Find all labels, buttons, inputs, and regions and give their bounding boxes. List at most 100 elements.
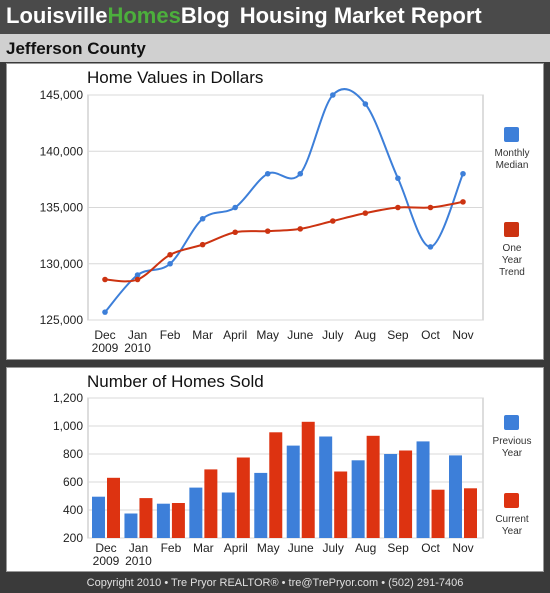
data-point: [362, 210, 369, 216]
bar: [351, 460, 365, 538]
x-tick-label: Dec 2009: [92, 328, 119, 355]
data-point: [427, 204, 434, 211]
x-tick-label: Mar: [193, 541, 214, 555]
y-tick-label: 400: [63, 503, 83, 517]
homes-sold-chart: Number of Homes Sold 200 400 600 800 1,000 1,2…: [53, 372, 532, 568]
bar: [254, 472, 268, 538]
bar: [124, 513, 138, 538]
x-tick-label: June: [287, 328, 313, 342]
chart-title: Number of Homes Sold: [87, 372, 264, 391]
y-tick-label: 145,000: [40, 88, 84, 102]
data-point: [427, 244, 434, 250]
bar: [204, 469, 218, 538]
homes-sold-chart-panel: Number of Homes Sold 200 400 600 800 1,000 1,2…: [6, 367, 544, 572]
data-point: [232, 229, 238, 236]
data-point: [362, 101, 369, 107]
legend-label: Current Year: [495, 514, 529, 537]
data-point: [264, 170, 271, 177]
y-tick-label: 130,000: [40, 257, 84, 271]
brand-part-louisville: Louisville: [6, 3, 108, 28]
y-tick-label: 1,200: [53, 391, 83, 405]
x-tick-label: Oct: [421, 328, 440, 342]
bar: [286, 445, 300, 538]
bar: [236, 457, 250, 538]
x-tick-label: Feb: [160, 328, 181, 342]
bar: [416, 441, 430, 538]
bar: [334, 471, 348, 538]
y-tick-label: 135,000: [40, 201, 84, 215]
bar: [269, 432, 283, 538]
x-tick-label: Jan 2010: [124, 328, 151, 355]
footer-agent: Tre Pryor REALTOR®: [171, 577, 279, 589]
x-tick-label: June: [288, 541, 314, 555]
legend-swatch: [504, 493, 519, 508]
x-tick-label: Feb: [161, 541, 182, 555]
x-tick-label: Dec 2009: [93, 541, 120, 568]
bar: [366, 435, 380, 538]
county-bar: Jefferson County: [0, 34, 550, 62]
x-tick-label: Aug: [355, 541, 376, 555]
y-tick-label: 1,000: [53, 419, 83, 433]
data-point: [199, 241, 206, 248]
data-point: [297, 226, 304, 232]
data-point: [330, 218, 336, 224]
legend-swatch: [504, 222, 519, 237]
y-tick-label: 200: [63, 531, 83, 545]
home-values-chart: Home Values in Dollars 125,000 130,000 135,…: [40, 68, 530, 355]
x-tick-label: Aug: [355, 328, 376, 342]
data-point: [395, 204, 401, 211]
x-tick-label: July: [322, 328, 343, 342]
legend-swatch: [504, 127, 519, 142]
data-point: [297, 170, 304, 177]
y-tick-label: 600: [63, 475, 83, 489]
data-point: [460, 199, 466, 205]
brand-part-blog: Blog: [180, 3, 230, 28]
bar: [156, 503, 170, 538]
x-tick-label: Nov: [452, 328, 473, 342]
bar: [107, 477, 120, 538]
y-tick-label: 800: [63, 447, 83, 461]
footer-separator: •: [278, 577, 289, 589]
data-point: [102, 309, 108, 315]
data-point: [102, 276, 108, 283]
x-tick-label: May: [256, 328, 279, 342]
data-point: [395, 175, 401, 182]
data-point: [264, 228, 271, 234]
bar: [384, 454, 398, 538]
x-tick-label: Jan 2010: [125, 541, 152, 568]
bar: [171, 503, 185, 538]
bar: [189, 487, 203, 538]
report-title: Housing Market Report: [239, 3, 482, 28]
bar: [92, 496, 105, 538]
bar: [301, 421, 315, 538]
bar: [221, 492, 235, 538]
footer-phone: (502) 291-7406: [388, 577, 464, 589]
footer: Copyright 2010 • Tre Pryor REALTOR® • tr…: [0, 573, 550, 593]
data-point: [167, 251, 173, 258]
y-tick-label: 140,000: [40, 144, 84, 158]
report-header: LouisvilleHomesBlog Housing Market Report: [0, 0, 550, 34]
brand-logo: LouisvilleHomesBlog Housing Market Report: [6, 3, 482, 29]
x-tick-label: Oct: [421, 541, 440, 555]
y-tick-label: 125,000: [40, 313, 84, 327]
x-tick-label: Sep: [387, 541, 409, 555]
x-tick-label: April: [224, 541, 248, 555]
brand-part-homes: Homes: [107, 3, 181, 28]
legend-label: Monthly Median: [494, 148, 529, 171]
footer-separator: •: [161, 577, 172, 589]
data-point: [167, 260, 173, 267]
bar: [464, 488, 477, 538]
x-tick-label: Nov: [452, 541, 473, 555]
home-values-chart-panel: Home Values in Dollars 125,000 130,000 135,…: [6, 63, 544, 360]
bar: [319, 436, 333, 538]
x-tick-label: July: [323, 541, 344, 555]
footer-copyright: Copyright 2010: [86, 577, 162, 589]
legend-label: Previous Year: [493, 436, 532, 459]
x-tick-label: April: [223, 328, 247, 342]
legend-swatch: [504, 415, 519, 430]
legend-label: One Year Trend: [499, 243, 525, 278]
x-tick-label: Sep: [387, 328, 409, 342]
bar: [139, 498, 153, 538]
bar: [449, 455, 462, 538]
x-tick-label: May: [257, 541, 280, 555]
